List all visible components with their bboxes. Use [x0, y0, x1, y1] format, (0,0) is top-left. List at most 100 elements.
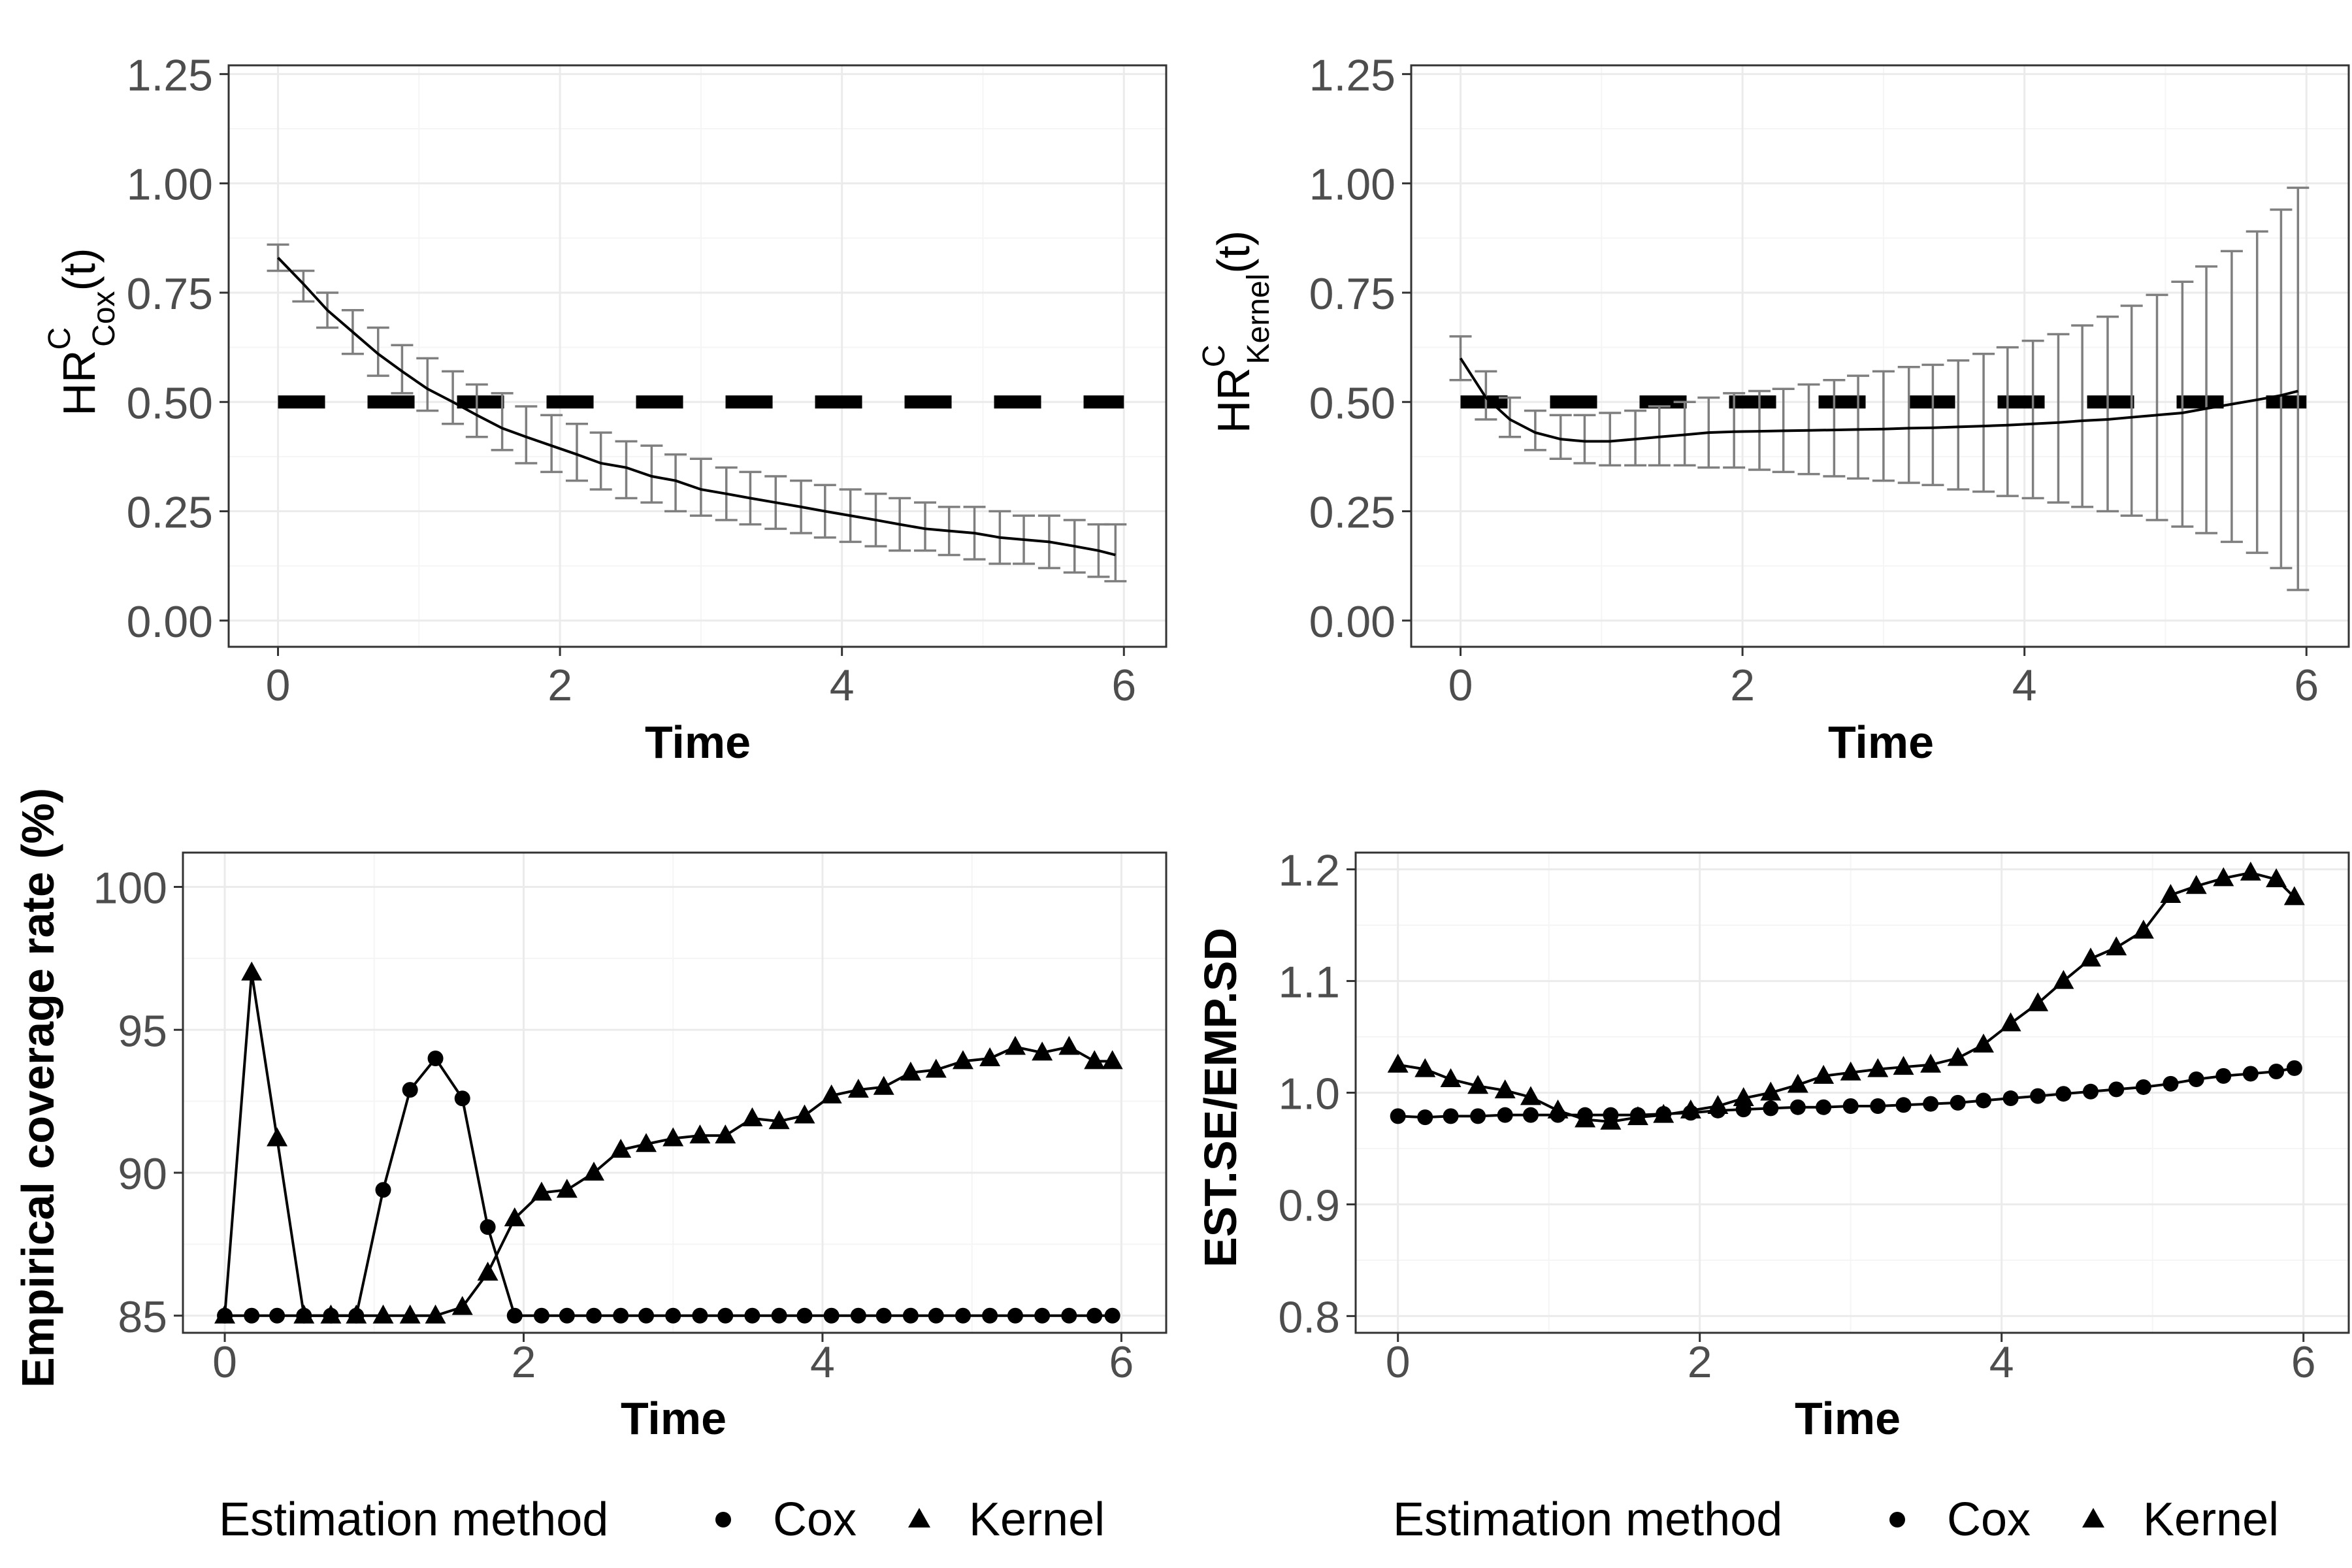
hr-cox-y-tick-label: 1.00: [127, 160, 213, 210]
panel-coverage: 0 2 4 6 85 90 95 100 Time Empirical coverage ra…: [12, 788, 1168, 1444]
se-ratio-y-tick-label: 1.1: [1278, 958, 1340, 1007]
hr-kernel-errorbar: [2220, 250, 2243, 544]
coverage-cox-point: [244, 1307, 260, 1324]
se-ratio-kernel-point: [2053, 970, 2074, 989]
hr-kernel-errorbar: [1823, 379, 1846, 478]
coverage-kernel-point: [477, 1262, 498, 1281]
se-ratio-cox-point: [1497, 1107, 1513, 1123]
panel-hr-kernel: 0 2 4 6 0.00 0.25 0.50 0.75 1.00 1.25 Time HRC Ker…: [1197, 50, 2350, 768]
coverage-y-tick-label: 85: [118, 1292, 167, 1342]
se-ratio-cox-point: [1522, 1107, 1539, 1123]
coverage-kernel-point: [821, 1084, 842, 1103]
coverage-kernel-point: [900, 1061, 921, 1081]
coverage-cox-point: [692, 1307, 708, 1324]
coverage-cox-point: [638, 1307, 655, 1324]
hr-kernel-errorbar: [1872, 370, 1895, 482]
se-ratio-kernel-point: [2283, 886, 2305, 906]
se-ratio-kernel-point: [1467, 1075, 1489, 1094]
hr-cox-errorbar: [416, 357, 439, 412]
coverage-cox-point: [375, 1182, 391, 1198]
hr-cox-y-tick-label: 0.25: [127, 488, 213, 538]
hr-kernel-x-tick-label: 0: [1448, 661, 1473, 710]
hr-kernel-errorbar: [2171, 280, 2194, 528]
hr-cox-errorbar: [1104, 523, 1127, 583]
hr-kernel-errorbar: [2021, 339, 2044, 500]
coverage-cox-point: [613, 1307, 629, 1324]
se-ratio-cox-point: [2268, 1064, 2285, 1080]
se-ratio-cox-point: [2215, 1068, 2232, 1084]
hr-cox-panel-border: [227, 64, 1168, 648]
se-ratio-kernel-point: [2213, 867, 2234, 887]
se-ratio-kernel-point: [1787, 1073, 1808, 1093]
hr-kernel-errorbar: [1599, 412, 1622, 467]
se-ratio-x-tick-label: 4: [1989, 1337, 2014, 1387]
hr-kernel-y-axis-title: HRC Kernel(t): [1197, 231, 1276, 434]
coverage-kernel-point: [451, 1296, 473, 1315]
hr-kernel-errorbar: [2246, 230, 2268, 554]
coverage-x-axis-title: Time: [621, 1393, 727, 1444]
hr-kernel-errorbar: [2071, 324, 2094, 508]
se-ratio-cox-point: [1390, 1108, 1406, 1124]
coverage-kernel-point: [662, 1127, 684, 1147]
coverage-kernel-point: [267, 1127, 288, 1147]
hr-cox-errorbar: [615, 440, 638, 500]
panel-se-ratio: 0 2 4 6 0.8 0.9 1.0 1.1 1.2 Time EST.SE/EMP.SD: [1195, 846, 2350, 1444]
se-ratio-cox-point: [2135, 1079, 2151, 1095]
se-ratio-cox-point: [2163, 1075, 2179, 1092]
hr-kernel-errorbar: [1524, 409, 1546, 451]
coverage-cox-point: [928, 1307, 944, 1324]
hr-kernel-y-tick-label: 0.00: [1309, 597, 1396, 647]
se-ratio-x-tick-label: 0: [1386, 1337, 1411, 1387]
se-ratio-kernel-point: [1653, 1103, 1674, 1123]
coverage-kernel-point: [1058, 1036, 1080, 1055]
hr-kernel-x-axis-title: Time: [1828, 717, 1934, 768]
hr-cox-errorbar: [540, 414, 563, 474]
hr-cox-errorbar: [640, 444, 663, 504]
coverage-kernel-point: [425, 1304, 446, 1324]
panel-hr-cox: 0 2 4 6 0.00 0.25 0.50 0.75 1.00 1.25 Time HRC Cox…: [42, 50, 1168, 768]
se-ratio-kernel-point: [2240, 861, 2261, 881]
se-ratio-marks: [1387, 861, 2305, 1130]
hr-cox-y-tick-label: 1.25: [127, 50, 213, 100]
coverage-cox-point: [533, 1307, 549, 1324]
hr-cox-errorbar: [566, 422, 588, 482]
coverage-marks: [214, 961, 1123, 1324]
hr-cox-errorbar: [292, 269, 315, 303]
se-ratio-kernel-point: [1972, 1034, 1994, 1053]
coverage-cox-point: [506, 1307, 523, 1324]
se-ratio-kernel-point: [2266, 868, 2287, 888]
hr-kernel-y-tick-label: 1.25: [1309, 50, 1396, 100]
coverage-cox-point: [744, 1307, 760, 1324]
se-ratio-kernel-point: [1707, 1095, 1729, 1115]
se-ratio-kernel-point: [1813, 1064, 1835, 1084]
hr-kernel-errorbar: [1549, 414, 1572, 461]
se-ratio-y-axis-title: EST.SE/EMP.SD: [1195, 928, 1246, 1267]
hr-kernel-errorbar: [2270, 208, 2293, 570]
se-ratio-kernel-point: [2027, 992, 2049, 1011]
hr-kernel-errorbar: [2287, 186, 2310, 591]
se-ratio-axes: 0 2 4 6 0.8 0.9 1.0 1.1 1.2: [1278, 846, 2350, 1387]
hr-kernel-errorbar: [1449, 335, 1472, 382]
coverage-cox-point: [717, 1307, 734, 1324]
se-ratio-kernel-point: [1947, 1047, 1968, 1066]
hr-kernel-errorbar: [2097, 316, 2119, 513]
legend-right: Estimation method Cox Kernel: [1393, 1494, 2279, 1546]
hr-cox-errorbar: [589, 431, 612, 491]
se-ratio-cox-point: [1816, 1099, 1832, 1115]
hr-kernel-axes: 0 2 4 6 0.00 0.25 0.50 0.75 1.00 1.25: [1309, 50, 2350, 710]
se-ratio-kernel-point: [1760, 1081, 1782, 1101]
se-ratio-kernel-point: [1893, 1056, 1914, 1075]
se-ratio-kernel-point: [1733, 1087, 1754, 1107]
hr-cox-x-tick-label: 2: [547, 661, 572, 710]
legend-left-title: Estimation method: [219, 1494, 608, 1546]
coverage-kernel-point: [214, 1304, 236, 1324]
hr-kernel-errorbar: [1499, 396, 1522, 438]
coverage-kernel-point: [847, 1079, 869, 1098]
se-ratio-kernel-point: [1520, 1086, 1541, 1105]
coverage-cox-point: [771, 1307, 787, 1324]
coverage-y-axis-title: Empirical coverage rate (%): [12, 788, 63, 1388]
coverage-cox-point: [1034, 1307, 1051, 1324]
hr-kernel-errorbar: [1947, 359, 1970, 491]
se-ratio-cox-point: [2002, 1090, 2019, 1107]
coverage-cox-point: [1061, 1307, 1077, 1324]
